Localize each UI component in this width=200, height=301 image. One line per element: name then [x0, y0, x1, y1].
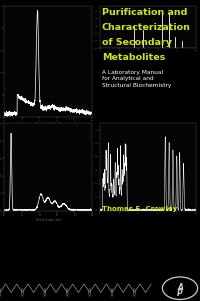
Text: A: A: [177, 283, 183, 292]
Text: Characterization: Characterization: [102, 23, 191, 32]
X-axis label: Time of elution (min): Time of elution (min): [35, 122, 61, 126]
Text: Purification and: Purification and: [102, 8, 187, 17]
Text: of Secondary: of Secondary: [102, 38, 172, 47]
Text: P: P: [177, 289, 183, 298]
Text: A Laboratory Manual
for Analytical and
Structural Biochemistry: A Laboratory Manual for Analytical and S…: [102, 70, 171, 88]
X-axis label: Time of elution (min): Time of elution (min): [35, 219, 61, 222]
Text: Thomas E. Crowley: Thomas E. Crowley: [102, 206, 177, 212]
Text: Metabolites: Metabolites: [102, 53, 165, 62]
